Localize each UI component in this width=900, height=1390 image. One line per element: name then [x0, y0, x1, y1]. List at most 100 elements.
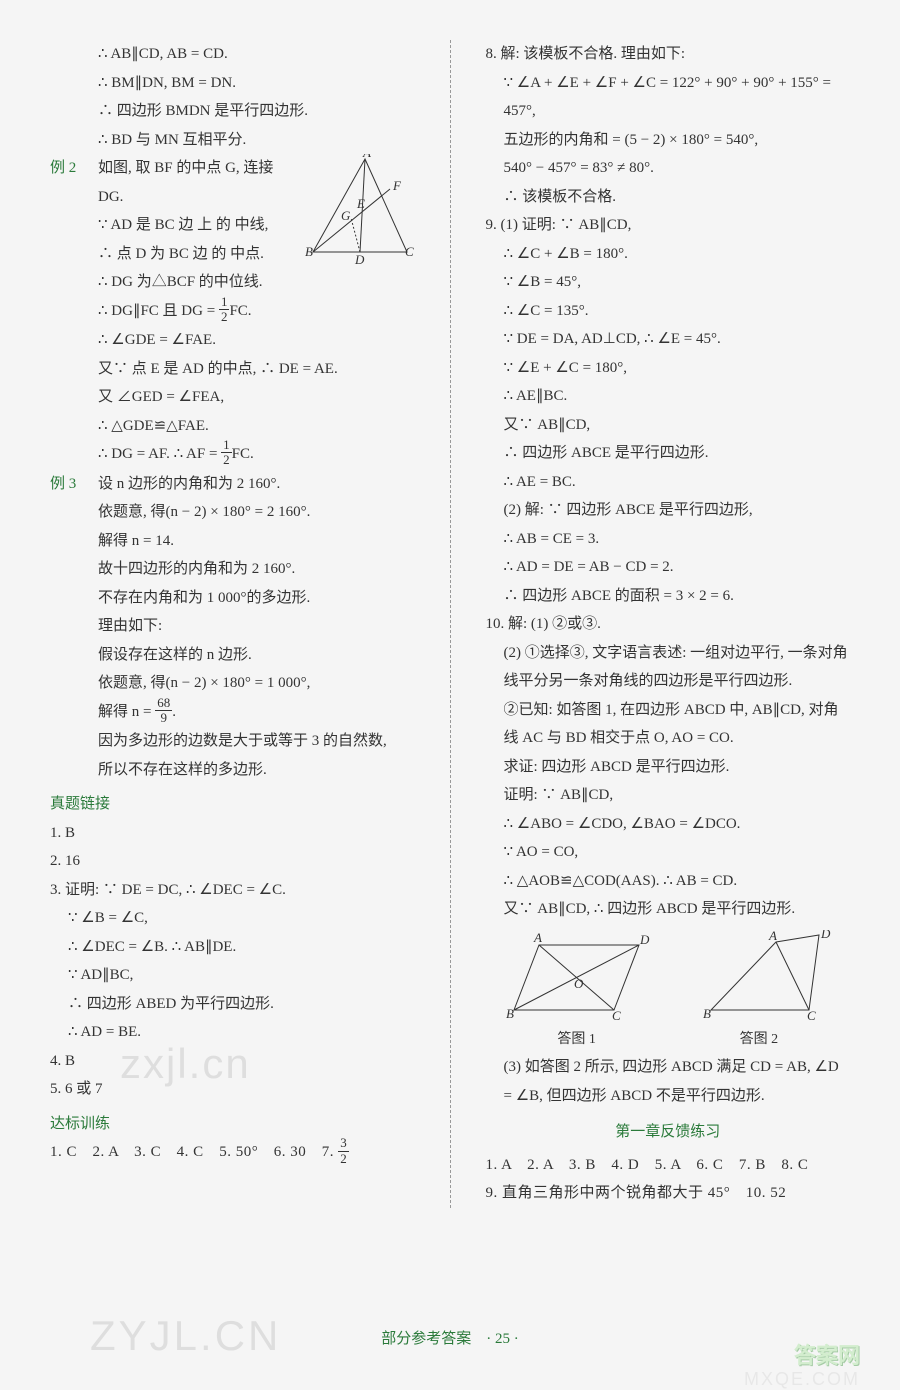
answer-line: 1. B [50, 819, 415, 848]
answer-row: 1. C 2. A 3. C 4. C 5. 50° 6. 30 7. 32 [50, 1138, 415, 1168]
right-column: 8. 解: 该模板不合格. 理由如下: ∵ ∠A + ∠E + ∠F + ∠C … [486, 40, 851, 1208]
q9-line: ∴ 四边形 ABCE 是平行四边形. [486, 439, 851, 468]
pre-lines: ∴ AB∥CD, AB = CD. ∴ BM∥DN, BM = DN. ∴ 四边… [50, 40, 415, 154]
left-column: ∴ AB∥CD, AB = CD. ∴ BM∥DN, BM = DN. ∴ 四边… [50, 40, 415, 1208]
text-line: 不存在内角和为 1 000°的多边形. [98, 584, 415, 613]
q9-line: ∵ DE = DA, AD⊥CD, ∴ ∠E = 45°. [486, 325, 851, 354]
q8-line: 540° − 457° = 83° ≠ 80°. [486, 154, 851, 183]
svg-text:A: A [533, 930, 542, 945]
text-line: ∴ ∠GDE = ∠FAE. [98, 326, 415, 355]
svg-text:O: O [574, 976, 584, 991]
answer-line: 4. B [50, 1047, 415, 1076]
svg-text:D: D [354, 252, 365, 264]
q10-line: 证明: ∵ AB∥CD, [486, 781, 851, 810]
q8-line: 五边形的内角和 = (5 − 2) × 180° = 540°, [486, 126, 851, 155]
q10-line: ∵ AO = CO, [486, 838, 851, 867]
example-body: A B C D F E G 如图, 取 BF 的中点 G, 连接 DG. ∵ A… [98, 154, 415, 470]
text-line: ∴ AB∥CD, AB = CD. [98, 40, 415, 69]
svg-text:A: A [768, 930, 777, 943]
text-line: ∴ 四边形 BMDN 是平行四边形. [98, 97, 415, 126]
text-line: 解得 n = 14. [98, 527, 415, 556]
q9-line: ∴ ∠C + ∠B = 180°. [486, 240, 851, 269]
answer-line: ∵ ∠B = ∠C, [50, 904, 415, 933]
q8-line: ∵ ∠A + ∠E + ∠F + ∠C = 122° + 90° + 90° +… [486, 69, 851, 126]
answer-line: ∴ AD = BE. [50, 1018, 415, 1047]
q9-line: (2) 解: ∵ 四边形 ABCE 是平行四边形, [486, 496, 851, 525]
svg-text:F: F [392, 178, 402, 193]
svg-text:D: D [639, 932, 650, 947]
svg-text:A: A [362, 154, 371, 160]
text-line: 所以不存在这样的多边形. [98, 756, 415, 785]
text-line: 设 n 边形的内角和为 2 160°. [98, 470, 415, 499]
q9-line: ∴ ∠C = 135°. [486, 297, 851, 326]
text-line: 又∵ 点 E 是 AD 的中点, ∴ DE = AE. [98, 355, 415, 384]
q9-line: ∴ AE∥BC. [486, 382, 851, 411]
text-line: 理由如下: [98, 612, 415, 641]
q10-line: ②已知: 如答图 1, 在四边形 ABCD 中, AB∥CD, 对角线 AC 与… [486, 696, 851, 753]
q9-line: ∵ ∠E + ∠C = 180°, [486, 354, 851, 383]
triangle-figure-icon: A B C D F E G [305, 154, 415, 264]
column-divider [450, 40, 451, 1208]
answer-row: 1. A 2. A 3. B 4. D 5. A 6. C 7. B 8. C [486, 1151, 851, 1180]
q8-line: 8. 解: 该模板不合格. 理由如下: [486, 40, 851, 69]
answer-line: ∴ 四边形 ABED 为平行四边形. [50, 990, 415, 1019]
text-line: ∴ DG∥FC 且 DG = 12FC. [98, 297, 415, 327]
quadrilateral-figure-icon: A D B C [701, 930, 831, 1025]
text-line: ∴ DG = AF. ∴ AF = 12FC. [98, 440, 415, 470]
section-dabiao: 达标训练 [50, 1110, 415, 1139]
text-line: ∴ BM∥DN, BM = DN. [98, 69, 415, 98]
text-line: ∴ DG 为△BCF 的中位线. [98, 268, 415, 297]
svg-text:B: B [703, 1006, 711, 1021]
text-line: ∴ BD 与 MN 互相平分. [98, 126, 415, 155]
answer-line: 3. 证明: ∵ DE = DC, ∴ ∠DEC = ∠C. [50, 876, 415, 905]
q9-line: ∵ ∠B = 45°, [486, 268, 851, 297]
svg-text:B: B [305, 244, 313, 259]
q10-line: 求证: 四边形 ABCD 是平行四边形. [486, 753, 851, 782]
answer-row: 9. 直角三角形中两个锐角都大于 45° 10. 52 [486, 1179, 851, 1208]
example-3: 例 3 设 n 边形的内角和为 2 160°. 依题意, 得(n − 2) × … [50, 470, 415, 785]
answer-line: ∴ ∠DEC = ∠B. ∴ AB∥DE. [50, 933, 415, 962]
watermark: MXQE.COM [744, 1369, 860, 1390]
answer-line: 5. 6 或 7 [50, 1075, 415, 1104]
parallelogram-figure-icon: A D B C O [504, 930, 664, 1025]
example-label: 例 3 [50, 470, 98, 785]
svg-text:C: C [807, 1008, 816, 1023]
svg-text:C: C [612, 1008, 621, 1023]
q9-line: ∴ AB = CE = 3. [486, 525, 851, 554]
text-line: 又 ∠GED = ∠FEA, [98, 383, 415, 412]
q8-line: ∴ 该模板不合格. [486, 183, 851, 212]
fig-caption: 答图 2 [740, 1027, 779, 1054]
text-line: 依题意, 得(n − 2) × 180° = 2 160°. [98, 498, 415, 527]
fig-caption: 答图 1 [557, 1027, 596, 1054]
q9-line: ∴ AE = BC. [486, 468, 851, 497]
q10-line: 又∵ AB∥CD, ∴ 四边形 ABCD 是平行四边形. [486, 895, 851, 924]
svg-text:C: C [405, 244, 414, 259]
svg-text:D: D [820, 930, 831, 941]
q10-line: (2) ①选择③, 文字语言表述: 一组对边平行, 一条对角线平分另一条对角线的… [486, 639, 851, 696]
chapter-title: 第一章反馈练习 [486, 1118, 851, 1147]
q9-line: 又∵ AB∥CD, [486, 411, 851, 440]
q9-line: 9. (1) 证明: ∵ AB∥CD, [486, 211, 851, 240]
example-body: 设 n 边形的内角和为 2 160°. 依题意, 得(n − 2) × 180°… [98, 470, 415, 785]
text-line: 因为多边形的边数是大于或等于 3 的自然数, [98, 727, 415, 756]
q10-line: ∴ ∠ABO = ∠CDO, ∠BAO = ∠DCO. [486, 810, 851, 839]
svg-text:E: E [356, 196, 365, 211]
q9-line: ∴ AD = DE = AB − CD = 2. [486, 553, 851, 582]
q10b-line: (3) 如答图 2 所示, 四边形 ABCD 满足 CD = AB, ∠D = … [486, 1053, 851, 1110]
text-line: 故十四边形的内角和为 2 160°. [98, 555, 415, 584]
q10-line: ∴ △AOB≌△COD(AAS). ∴ AB = CD. [486, 867, 851, 896]
example-2: 例 2 A B C D F E G 如图, 取 BF 的中点 G, 连接 DG.… [50, 154, 415, 470]
svg-text:G: G [341, 208, 351, 223]
page-columns: ∴ AB∥CD, AB = CD. ∴ BM∥DN, BM = DN. ∴ 四边… [50, 40, 850, 1208]
page-footer: 部分参考答案 · 25 · [0, 1327, 900, 1348]
example-label: 例 2 [50, 154, 98, 470]
section-zhenti: 真题链接 [50, 790, 415, 819]
text-line: ∴ △GDE≌△FAE. [98, 412, 415, 441]
answer-line: ∵ AD∥BC, [50, 961, 415, 990]
text-line: 假设存在这样的 n 边形. [98, 641, 415, 670]
q9-line: ∴ 四边形 ABCE 的面积 = 3 × 2 = 6. [486, 582, 851, 611]
figure-captions: 答图 1 答图 2 [486, 1027, 851, 1054]
answer-line: 2. 16 [50, 847, 415, 876]
text-line: 解得 n = 689. [98, 698, 415, 728]
answer-figures: A D B C O A D B C [486, 930, 851, 1025]
